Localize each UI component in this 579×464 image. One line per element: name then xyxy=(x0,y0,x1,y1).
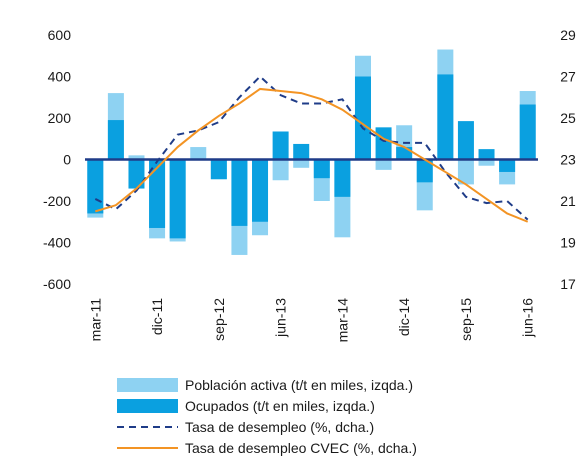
x-tick-label: dic-14 xyxy=(396,298,412,336)
bar xyxy=(252,159,269,222)
y2-tick-label: 25 xyxy=(560,110,576,126)
y2-tick-label: 17 xyxy=(560,276,576,292)
y-tick-label: 200 xyxy=(48,110,72,126)
legend-label: Población activa (t/t en miles, izqda.) xyxy=(185,377,413,393)
bar xyxy=(396,147,413,160)
y-tick-label: -200 xyxy=(43,193,71,209)
y2-tick-label: 27 xyxy=(560,69,576,85)
bar xyxy=(354,76,371,160)
legend-label: Tasa de desempleo CVEC (%, dcha.) xyxy=(185,440,417,456)
bar xyxy=(457,159,474,185)
bar xyxy=(272,159,289,181)
bar xyxy=(210,159,227,180)
legend-swatch xyxy=(117,378,178,392)
legend-label: Tasa de desempleo (%, dcha.) xyxy=(185,419,374,435)
x-tick-label: mar-11 xyxy=(87,298,103,342)
bar xyxy=(293,143,310,160)
y-tick-label: 0 xyxy=(63,152,71,168)
bar xyxy=(231,159,248,226)
y-tick-label: 400 xyxy=(48,69,72,85)
x-tick-label: mar-14 xyxy=(334,298,350,343)
y2-tick-label: 29 xyxy=(560,27,576,43)
bar xyxy=(128,155,145,160)
y2-tick-label: 19 xyxy=(560,235,576,251)
x-tick-label: sep-15 xyxy=(458,298,474,341)
bar xyxy=(313,159,330,179)
bar xyxy=(190,147,207,160)
legend-swatch xyxy=(117,399,178,413)
bar xyxy=(334,159,351,197)
line xyxy=(95,87,529,223)
legend-label: Ocupados (t/t en miles, izqda.) xyxy=(185,398,375,414)
x-tick-label: dic-11 xyxy=(149,298,165,335)
y-tick-label: -600 xyxy=(43,276,71,292)
bar xyxy=(437,74,454,160)
bar xyxy=(478,159,495,166)
bar xyxy=(128,159,145,189)
y-tick-label: 600 xyxy=(48,27,72,43)
bar xyxy=(169,159,186,239)
bar xyxy=(519,104,536,160)
x-tick-label: jun-16 xyxy=(520,298,536,338)
x-tick-label: jun-13 xyxy=(273,298,289,338)
y2-tick-label: 21 xyxy=(560,193,576,209)
line xyxy=(94,75,529,221)
bar xyxy=(416,159,433,183)
bar xyxy=(478,149,495,160)
bar xyxy=(375,127,392,160)
bar xyxy=(149,159,166,228)
bar xyxy=(87,159,104,214)
bar xyxy=(293,159,310,168)
y-tick-label: -400 xyxy=(43,235,71,251)
bar xyxy=(272,131,289,160)
y2-tick-label: 23 xyxy=(560,152,576,168)
bar xyxy=(457,121,474,160)
bar xyxy=(107,120,124,160)
x-tick-label: sep-12 xyxy=(211,298,227,341)
bar xyxy=(499,159,516,172)
bar xyxy=(375,159,392,170)
